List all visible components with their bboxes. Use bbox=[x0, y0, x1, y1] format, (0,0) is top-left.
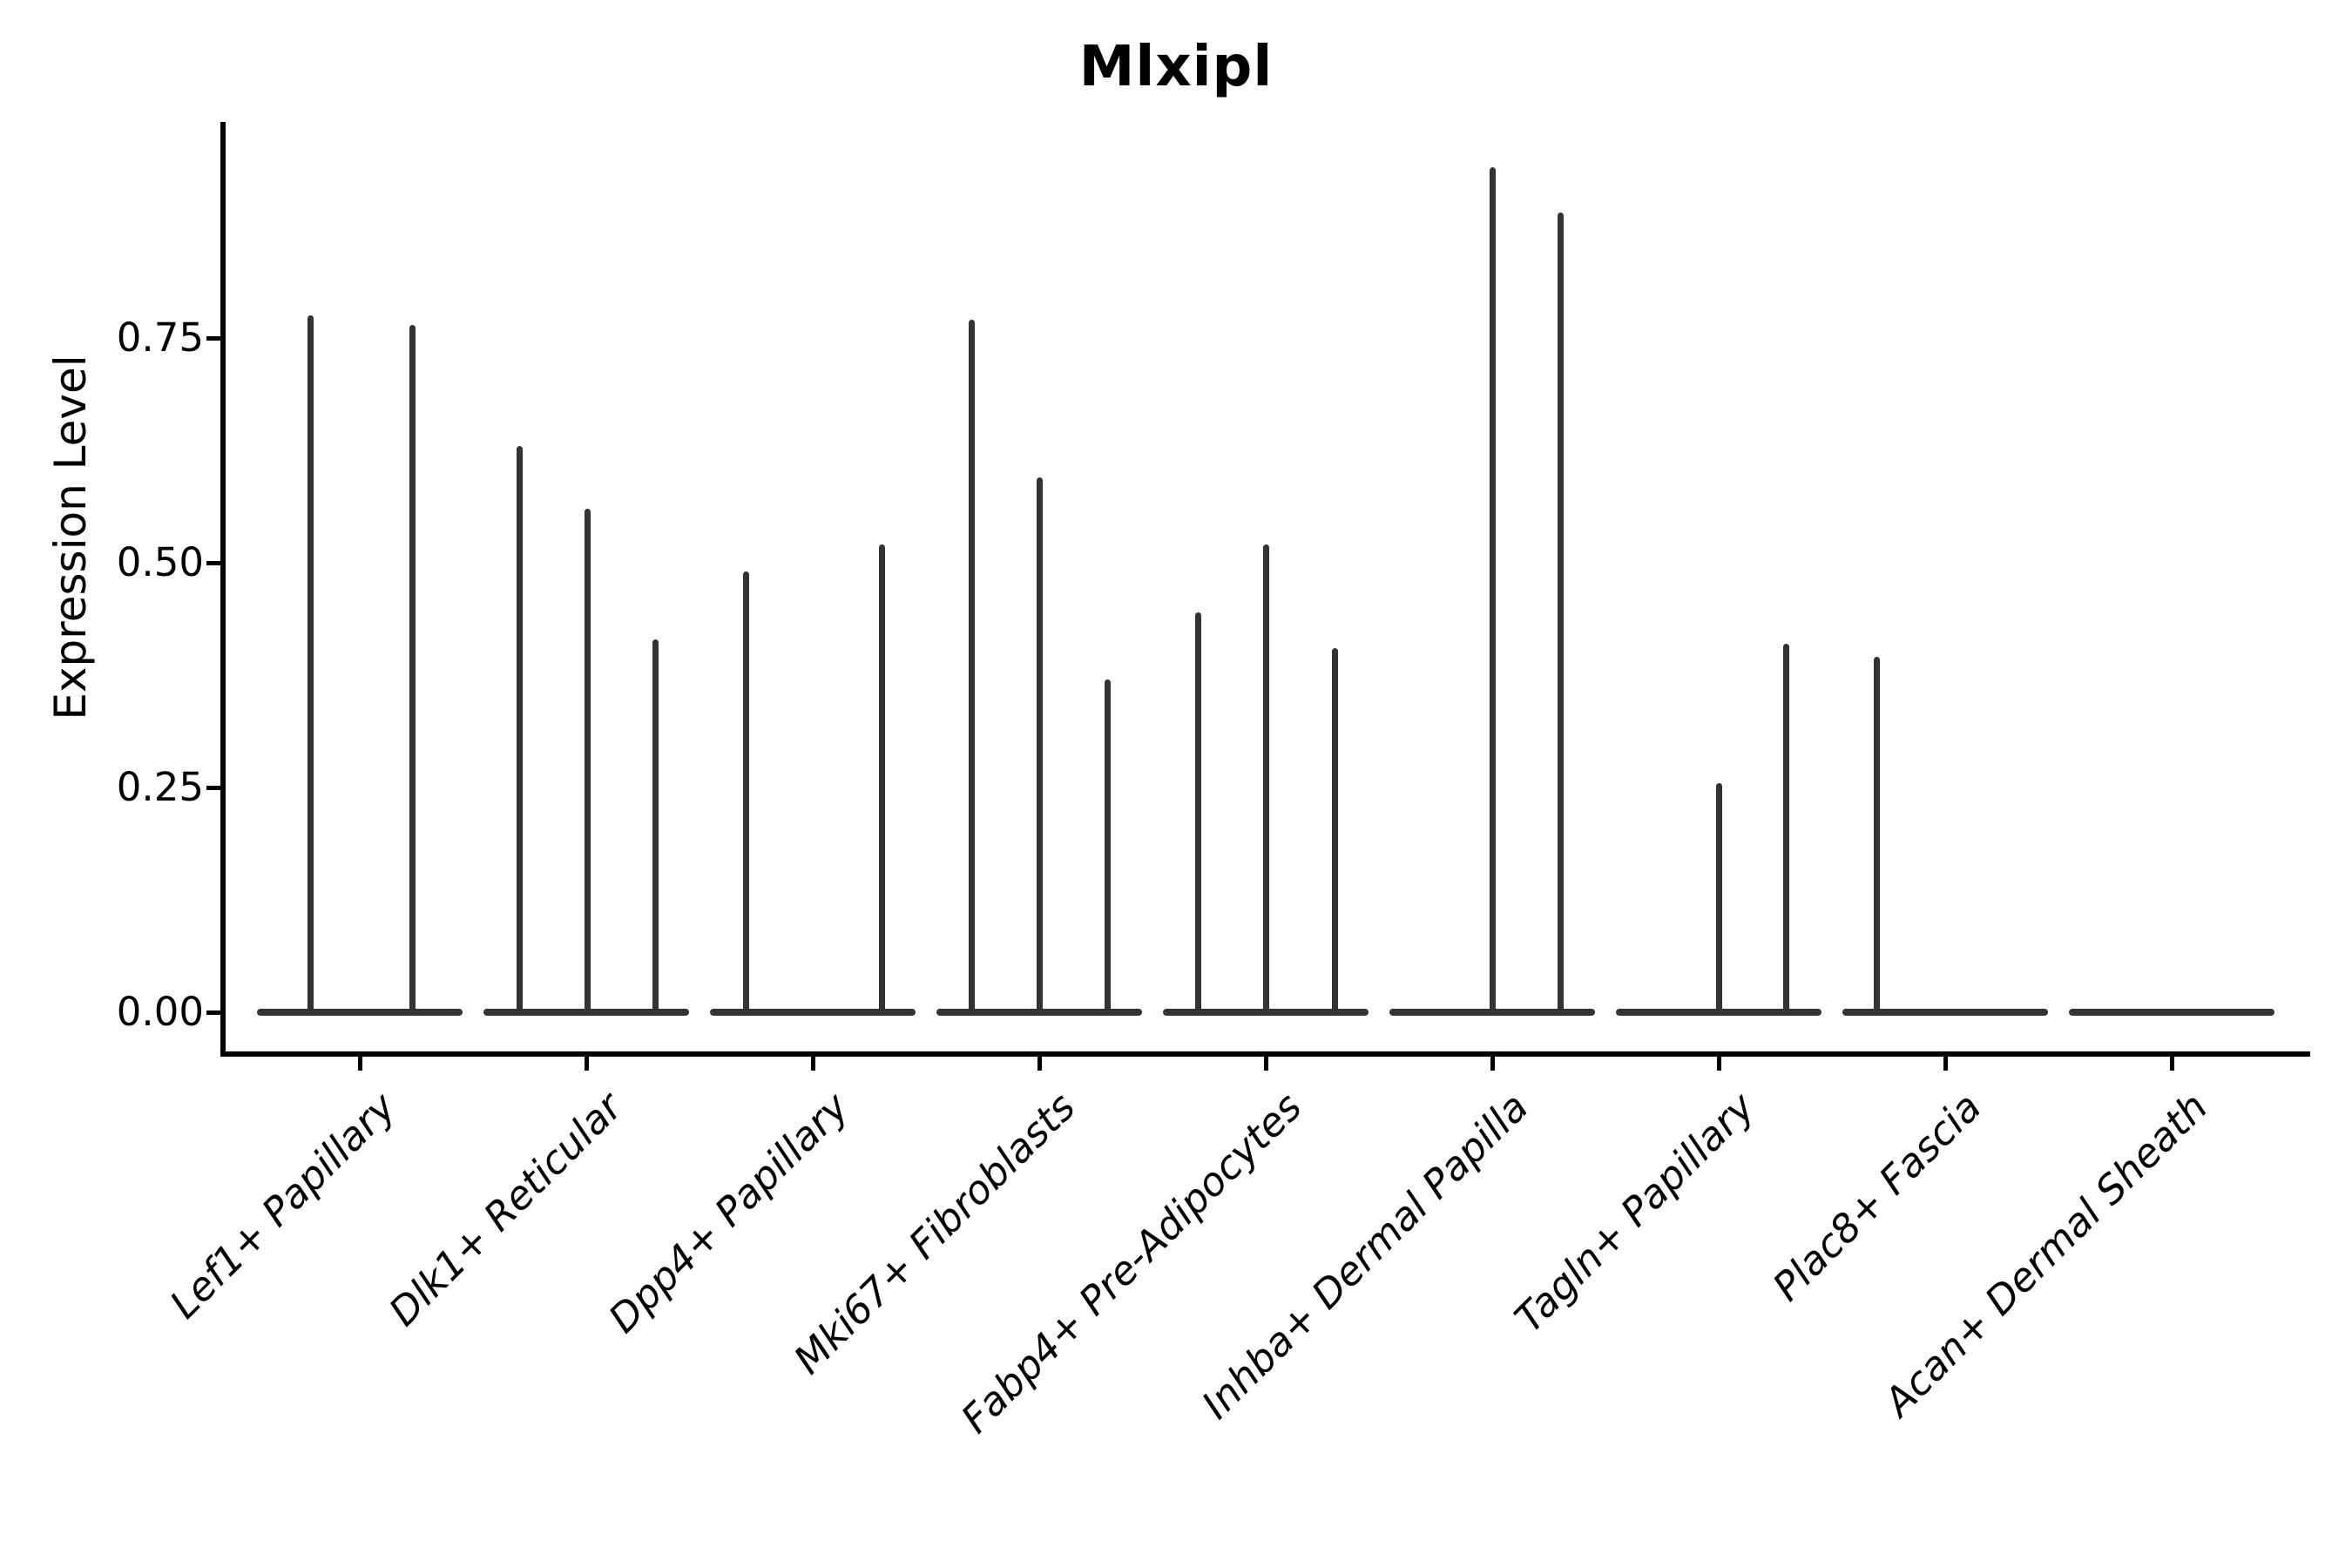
x-tick-label: Dpp4+ Papillary bbox=[599, 1084, 858, 1342]
violin-spike bbox=[409, 324, 416, 1014]
x-tick-mark bbox=[1037, 1057, 1042, 1071]
violin-spike bbox=[1715, 782, 1722, 1014]
violin-spike bbox=[584, 509, 591, 1014]
x-tick-mark bbox=[1943, 1057, 1948, 1071]
violin-baseline bbox=[257, 1009, 463, 1016]
violin-spike bbox=[1036, 476, 1043, 1014]
violin-baseline bbox=[2069, 1009, 2274, 1016]
x-tick-label: Tagln+ Papillary bbox=[1505, 1084, 1764, 1342]
x-tick-mark bbox=[2169, 1057, 2174, 1071]
violin-spike bbox=[1782, 643, 1789, 1014]
y-axis-line bbox=[220, 122, 226, 1057]
y-tick-label: 0.25 bbox=[116, 764, 204, 810]
violin-spike bbox=[968, 320, 975, 1014]
violin-baseline bbox=[1842, 1009, 2048, 1016]
x-tick-label: Lef1+ Papillary bbox=[160, 1084, 405, 1328]
violin-spike bbox=[1104, 679, 1111, 1014]
x-tick-label: Dlk1+ Reticular bbox=[380, 1084, 632, 1335]
violin-spike bbox=[1194, 612, 1201, 1014]
x-tick-mark bbox=[584, 1057, 589, 1071]
x-tick-mark bbox=[1263, 1057, 1268, 1071]
violin-spike bbox=[516, 445, 523, 1014]
violin-spike bbox=[878, 544, 885, 1014]
violin-spike bbox=[1557, 212, 1564, 1014]
y-tick-mark bbox=[206, 560, 220, 565]
violin-spike bbox=[742, 571, 749, 1014]
violin-spike bbox=[652, 639, 659, 1014]
x-tick-mark bbox=[357, 1057, 362, 1071]
violin-spike bbox=[1331, 648, 1338, 1014]
violin-spike bbox=[1873, 657, 1880, 1014]
chart-title: Mlxipl bbox=[1078, 35, 1274, 99]
y-tick-label: 0.50 bbox=[116, 539, 204, 585]
x-tick-mark bbox=[810, 1057, 815, 1071]
x-tick-mark bbox=[1490, 1057, 1495, 1071]
violin-spike bbox=[1262, 544, 1269, 1014]
y-tick-mark bbox=[206, 335, 220, 341]
violin-spike bbox=[307, 315, 314, 1014]
y-tick-label: 0.00 bbox=[116, 989, 204, 1035]
y-tick-label: 0.75 bbox=[116, 314, 204, 361]
violin-spike bbox=[1489, 166, 1496, 1014]
violin-baseline bbox=[710, 1009, 916, 1016]
x-axis-line bbox=[220, 1051, 2310, 1057]
x-tick-mark bbox=[1716, 1057, 1721, 1071]
x-tick-label: Plac8+ Fascia bbox=[1763, 1084, 1990, 1310]
y-tick-mark bbox=[206, 785, 220, 790]
y-tick-mark bbox=[206, 1010, 220, 1015]
